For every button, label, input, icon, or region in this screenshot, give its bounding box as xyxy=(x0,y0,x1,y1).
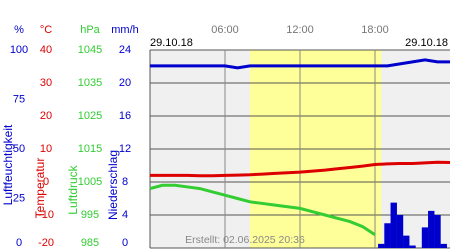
y-tick-label: -10 xyxy=(38,209,54,221)
precipitation-bar xyxy=(396,215,404,248)
axis-unit: °C xyxy=(40,24,52,36)
note: Erstellt: 02.06.2025 20:36 xyxy=(185,234,305,246)
y-tick-label: 8 xyxy=(122,176,128,188)
precipitation-bar xyxy=(378,243,385,248)
y-tick-label: 995 xyxy=(81,209,99,221)
x-tick-label: 18:00 xyxy=(361,24,389,36)
y-tick-label: 985 xyxy=(81,237,99,249)
y-tick-label: 1025 xyxy=(78,110,102,122)
x-tick-label: 06:00 xyxy=(211,24,239,36)
y-tick-label: 24 xyxy=(119,44,131,56)
x-tick-label: 12:00 xyxy=(286,24,314,36)
y-tick-label: 10 xyxy=(40,143,52,155)
y-tick-label: 30 xyxy=(40,77,52,89)
precipitation-bar xyxy=(384,223,391,248)
precipitation-bar xyxy=(434,215,441,248)
axis-unit: mm/h xyxy=(111,24,139,36)
y-tick-label: 75 xyxy=(13,93,25,105)
y-tick-label: 1015 xyxy=(78,143,102,155)
precipitation-bar xyxy=(428,210,435,248)
y-tick-label: 12 xyxy=(119,143,131,155)
y-tick-label: 20 xyxy=(40,110,52,122)
series-line xyxy=(150,160,450,178)
y-tick-label: 40 xyxy=(40,44,52,56)
axis-title: Temperatur xyxy=(33,158,47,219)
precipitation-bar xyxy=(403,235,410,248)
y-tick-label: 1005 xyxy=(78,176,102,188)
precipitation-bar xyxy=(390,202,397,248)
axis-title: Luftdruck xyxy=(66,164,80,214)
y-tick-label: 0 xyxy=(16,237,22,249)
series-line xyxy=(150,58,450,70)
y-tick-label: -20 xyxy=(38,237,54,249)
y-tick-label: 100 xyxy=(10,44,28,56)
y-tick-label: 1035 xyxy=(78,77,102,89)
axis-unit: % xyxy=(14,24,24,36)
date-right: 29.10.18 xyxy=(405,37,448,49)
precipitation-bar xyxy=(440,243,447,248)
y-tick-label: 20 xyxy=(119,77,131,89)
axis-unit: hPa xyxy=(80,24,100,36)
axis-title: Niederschlag xyxy=(106,150,120,220)
precipitation-bar xyxy=(421,227,429,248)
y-tick-label: 25 xyxy=(13,192,25,204)
y-tick-label: 4 xyxy=(122,209,128,221)
precipitation-bar xyxy=(409,245,416,248)
y-tick-label: 1045 xyxy=(78,44,102,56)
y-tick-label: 50 xyxy=(13,143,25,155)
y-tick-label: 0 xyxy=(122,237,128,249)
series-line xyxy=(149,183,376,237)
y-tick-label: 0 xyxy=(43,176,49,188)
axis-title: Luftfeuchtigkeit xyxy=(1,124,15,205)
date-left: 29.10.18 xyxy=(150,37,193,49)
y-tick-label: 16 xyxy=(119,110,131,122)
